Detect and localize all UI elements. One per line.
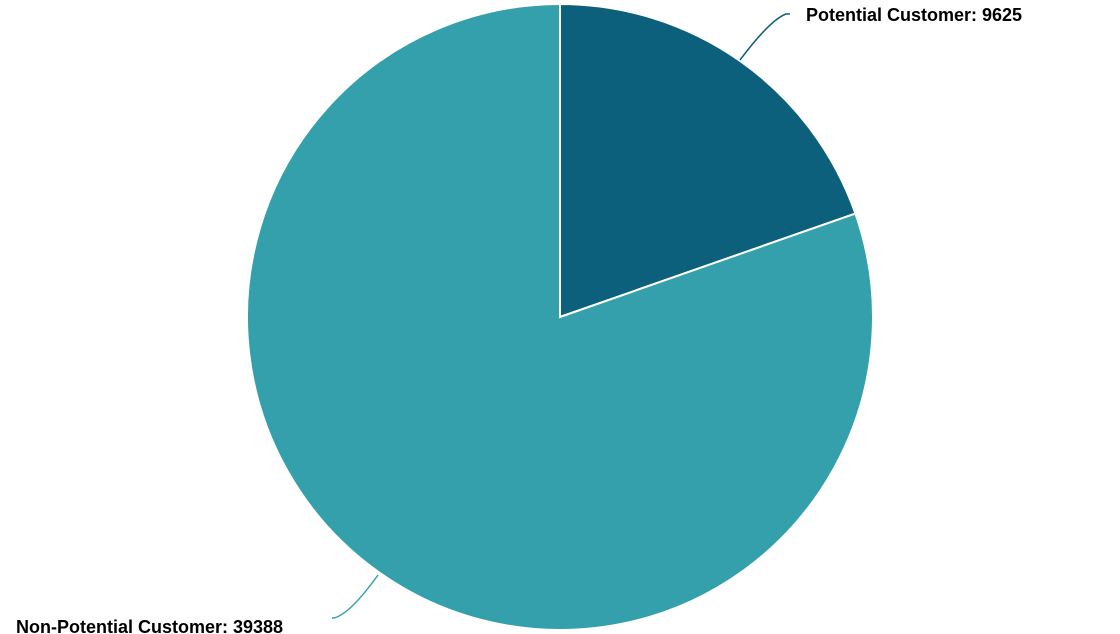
leader-line-non-potential-customer bbox=[332, 574, 379, 619]
leader-lines-layer bbox=[332, 13, 790, 619]
slices-layer bbox=[246, 2, 874, 631]
leader-line-potential-customer bbox=[739, 13, 790, 61]
slice-label-non-potential-customer: Non-Potential Customer: 39388 bbox=[16, 617, 283, 634]
labels-layer: Potential Customer: 9625 Non-Potential Cu… bbox=[16, 5, 1022, 634]
pie-slice-non-potential-customer bbox=[246, 2, 874, 631]
slice-label-potential-customer: Potential Customer: 9625 bbox=[806, 5, 1022, 25]
